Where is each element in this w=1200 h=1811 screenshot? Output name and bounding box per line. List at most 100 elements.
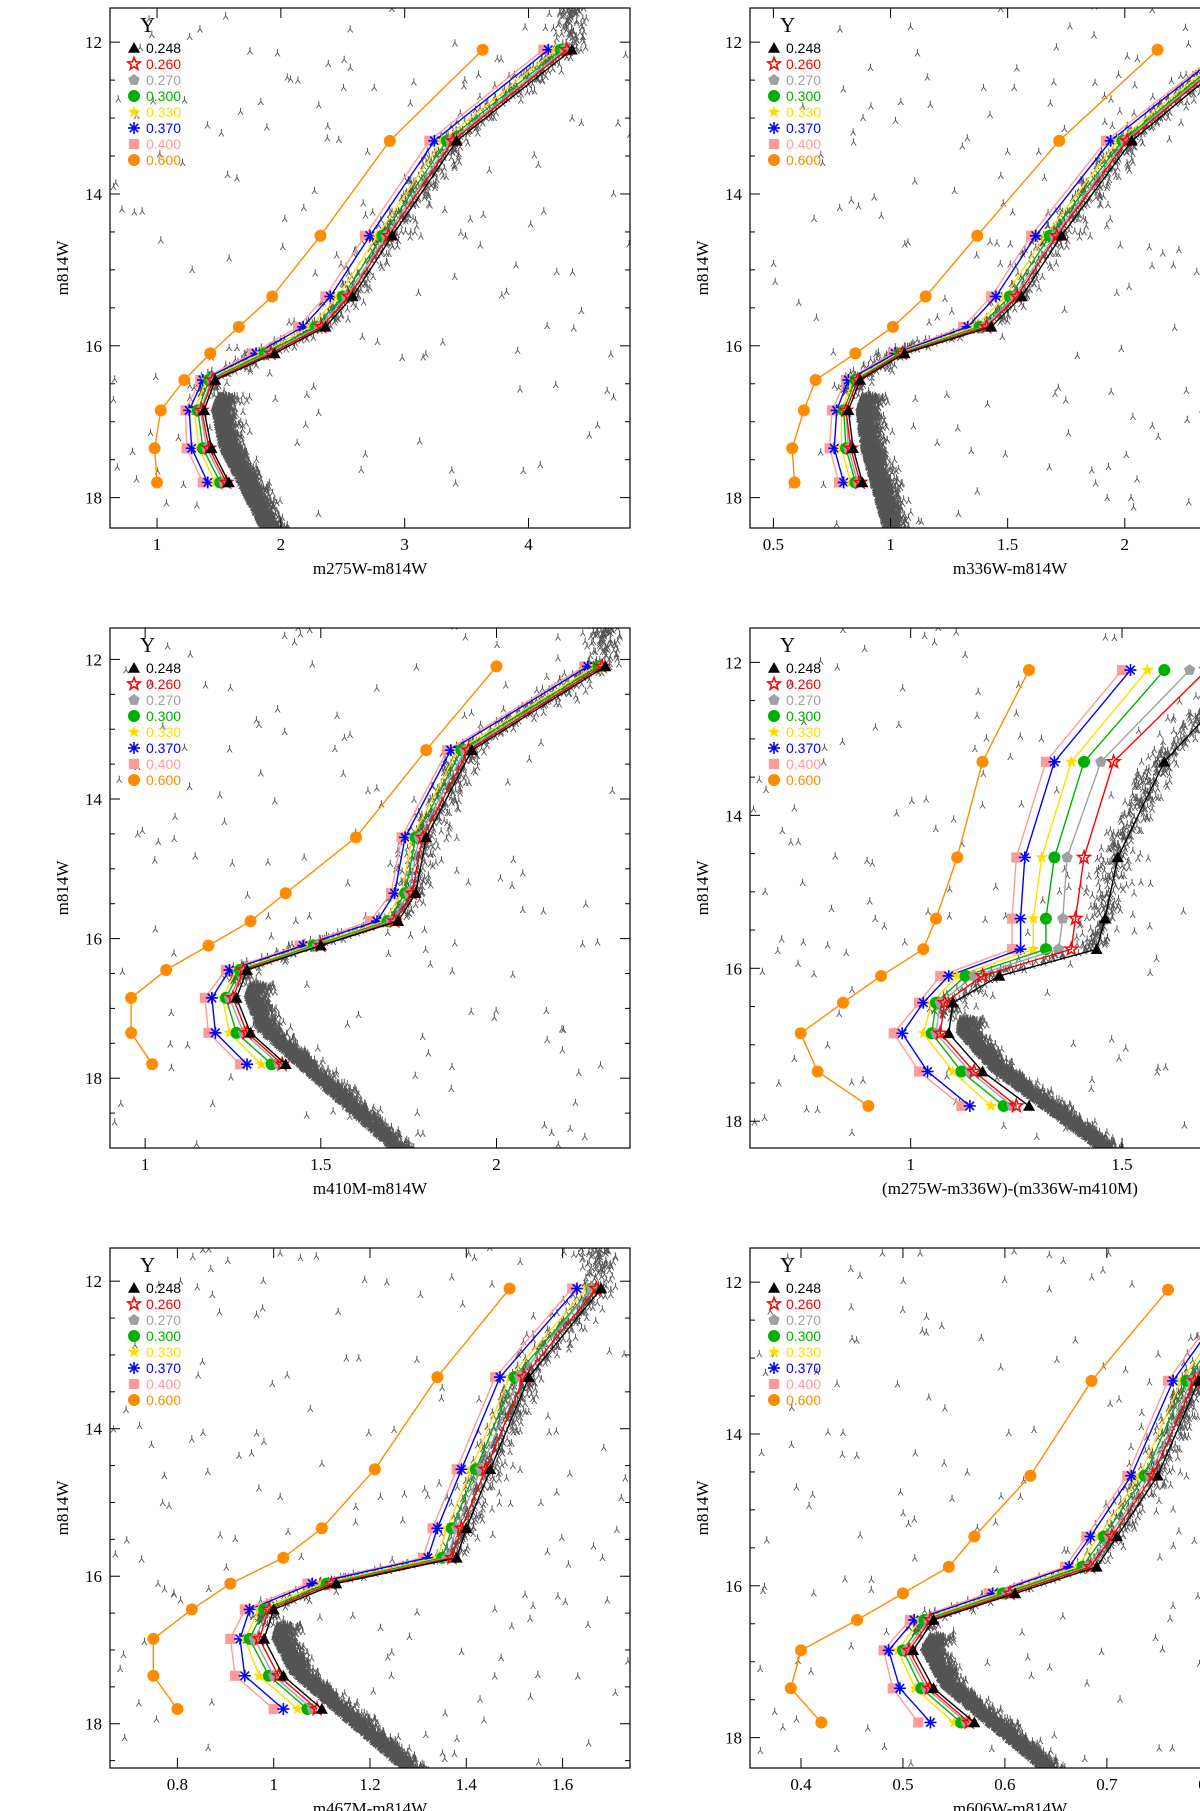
star-point: ⅄ <box>229 448 236 459</box>
star-point: ⅄ <box>267 530 274 541</box>
star-point: ⅄ <box>448 153 455 164</box>
star-point: ⅄ <box>364 280 371 291</box>
star-point: ⅄ <box>266 533 273 544</box>
star-point: ⅄ <box>218 392 225 403</box>
star-point: ⅄ <box>267 369 274 380</box>
star-point: ⅄ <box>578 306 585 317</box>
star-point: ⅄ <box>237 432 244 443</box>
star-point: ⅄ <box>250 499 257 510</box>
star-point: ⅄ <box>237 448 244 459</box>
star-point: ⅄ <box>232 447 239 458</box>
star-point: ⅄ <box>259 483 266 494</box>
star-point: ⅄ <box>226 408 233 419</box>
star-point: ⅄ <box>255 511 262 522</box>
star-point: ⅄ <box>218 392 225 403</box>
star-point: ⅄ <box>253 487 260 498</box>
star-point: ⅄ <box>244 464 251 475</box>
star-point: ⅄ <box>218 435 225 446</box>
star-point: ⅄ <box>248 468 255 479</box>
star-point: ⅄ <box>236 419 243 430</box>
star-point: ⅄ <box>227 445 234 456</box>
legend: Y0.2480.2600.2700.3000.3300.3700.4000.60… <box>125 13 181 168</box>
star-point: ⅄ <box>234 392 241 403</box>
star-point: ⅄ <box>261 524 268 535</box>
star-point: ⅄ <box>223 435 230 446</box>
star-point: ⅄ <box>256 509 263 520</box>
star-point: ⅄ <box>907 533 914 544</box>
star-point: ⅄ <box>217 422 224 433</box>
star-point: ⅄ <box>251 492 258 503</box>
star-point: ⅄ <box>895 538 902 549</box>
star-point: ⅄ <box>903 539 910 550</box>
star-point: ⅄ <box>259 516 266 527</box>
star-point: ⅄ <box>217 395 224 406</box>
star-point: ⅄ <box>227 428 234 439</box>
star-point: ⅄ <box>224 413 231 424</box>
star-point: ⅄ <box>238 462 245 473</box>
panel-1: ⅄⅄⅄⅄ ⅄⅄⅄⅄⅄⅄⅄⅄⅄⅄⅄⅄⅄⅄ ⅄⅄⅄⅄⅄⅄⅄⅄⅄⅄⅄⅄⅄⅄⅄⅄⅄⅄⅄⅄⅄⅄… <box>53 4 631 578</box>
star-point: ⅄ <box>271 523 278 534</box>
star-point: ⅄ <box>254 504 261 515</box>
star-point: ⅄ <box>896 533 903 544</box>
star-point: ⅄ <box>204 121 211 132</box>
star-point: ⅄ <box>214 411 221 422</box>
star-point: ⅄ <box>249 481 256 492</box>
star-point: ⅄ <box>254 496 261 507</box>
star-point: ⅄ <box>239 481 246 492</box>
star-point: ⅄ <box>900 531 907 542</box>
star-point: ⅄ <box>265 533 272 544</box>
star-point: ⅄ <box>237 446 244 457</box>
star-point: ⅄ <box>222 407 229 418</box>
star-point: ⅄ <box>268 523 275 534</box>
star-point: ⅄ <box>261 518 268 529</box>
star-point: ⅄ <box>222 409 229 420</box>
legend-label: 0.330 <box>146 104 181 120</box>
star-point: ⅄ <box>214 410 221 421</box>
star-point: ⅄ <box>225 400 232 411</box>
star-point: ⅄ <box>236 419 243 430</box>
star-point: ⅄ <box>265 523 272 534</box>
star-point: ⅄ <box>267 534 274 545</box>
star-point: ⅄ <box>219 440 226 451</box>
star-point: ⅄ <box>897 539 904 550</box>
star-point: ⅄ <box>242 473 249 484</box>
star-point: ⅄ <box>440 338 447 349</box>
star-point: ⅄ <box>222 393 229 404</box>
star-point: ⅄ <box>227 445 234 456</box>
star-point: ⅄ <box>222 419 229 430</box>
star-point: ⅄ <box>289 542 296 553</box>
star-point: ⅄ <box>215 408 222 419</box>
star-point: ⅄ <box>223 425 230 436</box>
legend-marker <box>125 55 143 72</box>
star-point: ⅄ <box>221 400 228 411</box>
star-point: ⅄ <box>896 538 903 549</box>
star-point: ⅄ <box>257 497 264 508</box>
star-point: ⅄ <box>522 23 529 34</box>
star-point: ⅄ <box>535 160 542 171</box>
star-point: ⅄ <box>224 378 231 389</box>
star-point: ⅄ <box>269 535 276 546</box>
star-point: ⅄ <box>263 505 270 516</box>
star-point: ⅄ <box>212 412 219 423</box>
star-point: ⅄ <box>896 534 903 545</box>
star-point: ⅄ <box>276 510 283 521</box>
star-point: ⅄ <box>560 4 567 15</box>
star-point: ⅄ <box>615 119 622 130</box>
star-point: ⅄ <box>895 535 902 546</box>
star-point: ⅄ <box>260 512 267 523</box>
star-point: ⅄ <box>240 483 247 494</box>
star-point: ⅄ <box>249 498 256 509</box>
star-point: ⅄ <box>604 386 611 397</box>
star-point: ⅄ <box>467 215 474 226</box>
star-point: ⅄ <box>458 228 465 239</box>
star-point: ⅄ <box>902 542 909 553</box>
star-point: ⅄ <box>240 440 247 451</box>
star-point: ⅄ <box>362 450 369 461</box>
star-point: ⅄ <box>219 428 226 439</box>
star-point: ⅄ <box>225 424 232 435</box>
star-point: ⅄ <box>266 513 273 524</box>
star-point: ⅄ <box>586 430 593 441</box>
star-point: ⅄ <box>256 495 263 506</box>
star-point: ⅄ <box>290 533 297 544</box>
star-point: ⅄ <box>267 534 274 545</box>
